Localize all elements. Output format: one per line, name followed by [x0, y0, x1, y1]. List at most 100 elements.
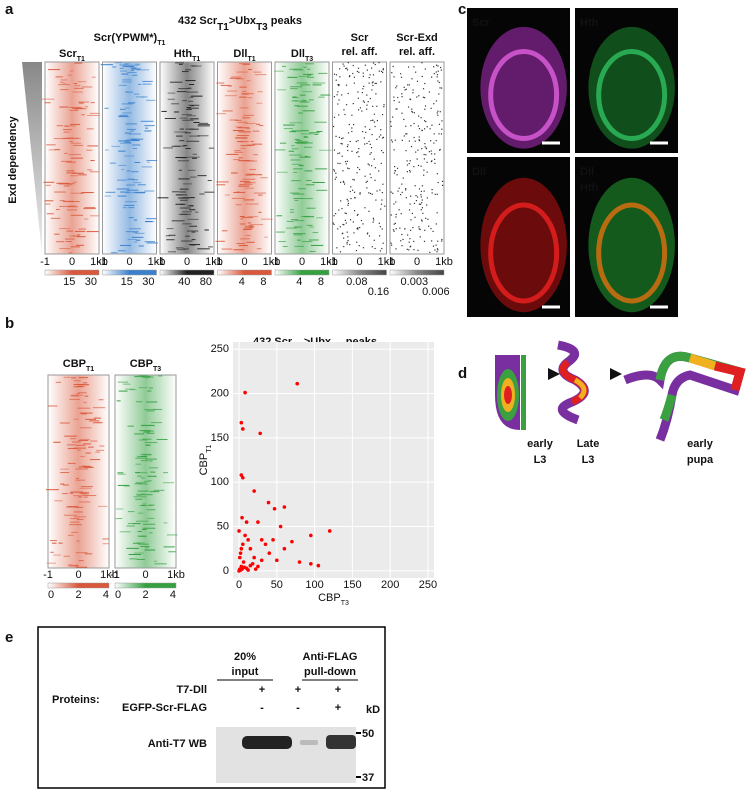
heatmap-stripe: [134, 433, 145, 435]
heatmap-speck: [359, 226, 361, 229]
heatmap-stripe: [289, 68, 303, 70]
point: [309, 562, 313, 566]
heatmap-speck: [390, 139, 393, 141]
point: [272, 506, 277, 511]
heatmap-stripe: [242, 217, 254, 219]
heatmap-axis-label: 1kb: [263, 256, 281, 268]
heatmap-speck: [417, 149, 419, 151]
heatmap-speck: [436, 251, 438, 253]
heatmap-speck: [400, 76, 403, 78]
heatmap-speck: [343, 224, 345, 226]
heatmap-stripe: [129, 138, 140, 140]
heatmap-stripe: [225, 95, 238, 97]
heatmap-stripe: [165, 235, 171, 237]
heatmap-stripe: [136, 494, 142, 496]
heatmap-stripe: [297, 239, 301, 241]
heatmap-stripe: [133, 182, 142, 184]
heatmap-speck: [341, 94, 343, 96]
colorbar-label: 0.16: [368, 286, 389, 298]
heatmap-stripe: [63, 129, 72, 131]
heatmap-speck: [373, 239, 375, 241]
band: [300, 740, 318, 745]
heatmap-stripe: [238, 160, 250, 162]
heatmap-stripe: [63, 131, 70, 133]
heatmap-stripe: [185, 69, 192, 71]
heatmap-stripe: [291, 148, 299, 150]
heatmap-speck: [339, 226, 341, 228]
heatmap-speck: [347, 239, 349, 242]
colorbar: [44, 269, 100, 276]
heatmap-stripe: [144, 377, 150, 379]
heatmap-speck: [356, 214, 359, 216]
heatmap-stripe: [225, 194, 230, 196]
heatmap-speck: [437, 114, 439, 116]
heatmap-speck: [423, 174, 425, 176]
heatmap-stripe: [98, 399, 104, 401]
heatmap-stripe: [58, 183, 68, 185]
heatmap-speck: [401, 245, 403, 247]
heatmap-speck: [338, 84, 340, 86]
heatmap-stripe: [318, 72, 328, 74]
heatmap-speck: [423, 190, 425, 192]
heatmap-speck: [415, 71, 417, 73]
heatmap-speck: [409, 171, 411, 173]
heatmap-stripe: [45, 489, 59, 491]
heatmap-stripe: [146, 432, 155, 434]
colorbar-label: 0: [48, 589, 54, 601]
heatmap-stripe: [258, 194, 263, 196]
heatmap-speck: [416, 80, 419, 82]
heatmap-speck: [441, 180, 444, 182]
heatmap-stripe: [122, 79, 132, 81]
heatmap-speck: [393, 99, 395, 102]
heatmap-speck: [420, 190, 422, 193]
heatmap-stripe: [292, 96, 297, 98]
heatmap-stripe: [54, 233, 60, 235]
heatmap-speck: [434, 249, 436, 251]
heatmap-stripe: [53, 138, 66, 140]
heatmap-speck: [392, 192, 394, 194]
heatmap-speck: [418, 140, 421, 142]
heatmap-stripe: [124, 107, 130, 109]
text-part: CBP: [63, 358, 86, 370]
point: [282, 546, 287, 551]
heatmap-speck: [369, 74, 371, 76]
heatmap-stripe: [309, 250, 316, 252]
heatmap-stripe: [287, 76, 298, 78]
heatmap-stripe: [307, 68, 311, 70]
heatmap-stripe: [180, 199, 188, 201]
heatmap-stripe: [128, 217, 134, 219]
heatmap-speck: [338, 85, 340, 87]
heatmap-speck: [367, 163, 369, 165]
heatmap-stripe: [62, 200, 74, 202]
heatmap-stripe: [256, 102, 263, 104]
heatmap-stripe: [240, 218, 244, 220]
heatmap-stripe: [48, 69, 61, 71]
heatmap-speck: [366, 69, 368, 71]
heatmap-stripe: [300, 130, 309, 132]
heatmap-stripe: [123, 485, 131, 487]
heatmap-speck: [402, 177, 404, 179]
heatmap-speck: [358, 71, 360, 73]
heatmap-stripe: [147, 390, 152, 392]
heatmap-stripe: [188, 87, 192, 89]
heatmap-axis-label: -1: [270, 256, 280, 268]
heatmap-speck: [440, 133, 443, 135]
heatmap-speck: [357, 91, 359, 93]
heatmap-speck: [362, 131, 364, 133]
heatmap-speck: [441, 128, 443, 130]
heatmap-stripe: [153, 489, 165, 491]
heatmap-speck: [337, 83, 339, 86]
heatmap-stripe: [303, 66, 307, 68]
heatmap-axis-label: 0: [126, 256, 132, 268]
heatmap-stripe: [125, 123, 137, 125]
heatmap-stripe: [92, 407, 106, 409]
heatmap-stripe: [139, 505, 146, 507]
heatmap-speck: [380, 81, 382, 83]
tissue: [480, 177, 567, 313]
heatmap-stripe: [260, 177, 268, 179]
heatmap-stripe: [290, 86, 303, 88]
heatmap-stripe: [134, 376, 145, 378]
text-part: peaks: [268, 15, 302, 27]
heatmap-stripe: [235, 137, 248, 139]
heatmap-stripe: [300, 101, 310, 103]
